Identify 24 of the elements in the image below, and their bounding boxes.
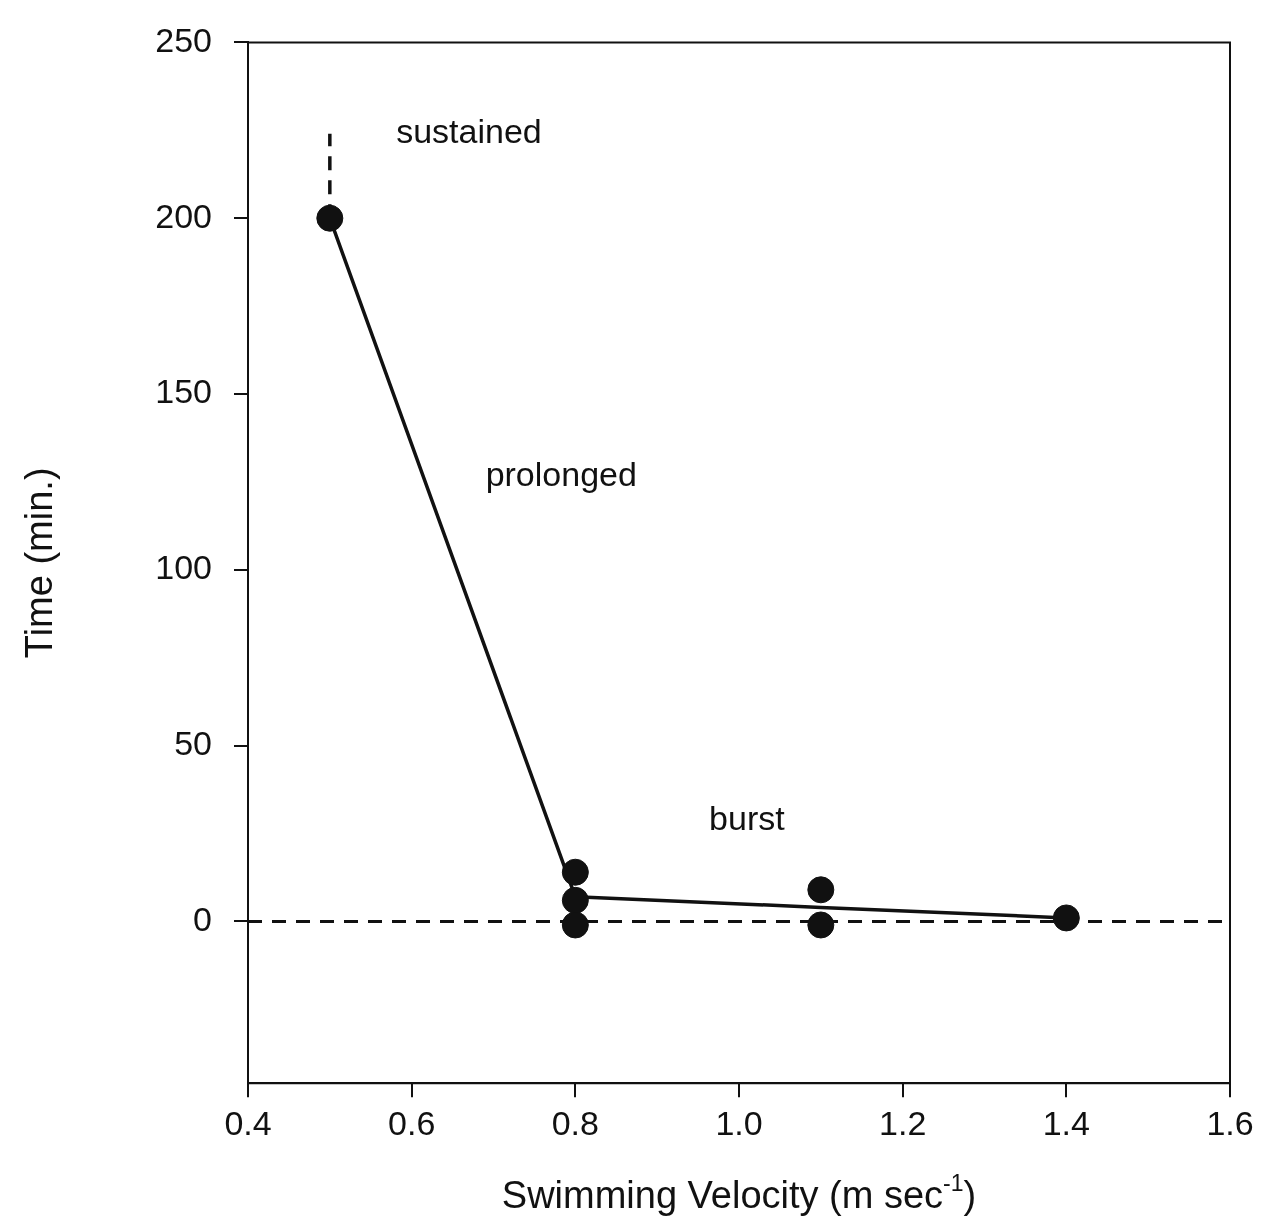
y-tick-label: 150 <box>155 372 212 411</box>
x-tick-label: 1.2 <box>879 1103 927 1142</box>
y-tick-label: 50 <box>174 724 212 763</box>
y-axis-title: Time (min.) <box>18 467 60 659</box>
x-tick-label: 1.4 <box>1042 1103 1090 1142</box>
point <box>561 858 589 886</box>
point <box>561 911 589 939</box>
annotation: burst <box>709 798 786 837</box>
y-tick-label: 0 <box>193 899 212 938</box>
point <box>807 911 835 939</box>
point <box>561 886 589 914</box>
x-tick-label: 1.0 <box>715 1103 763 1142</box>
point <box>807 876 835 904</box>
y-tick-label: 100 <box>155 548 212 587</box>
x-tick-label: 0.6 <box>388 1103 436 1142</box>
x-tick-label: 0.4 <box>224 1103 272 1142</box>
point <box>1052 904 1080 932</box>
y-tick-label: 200 <box>155 196 212 235</box>
point <box>316 204 344 232</box>
x-tick-label: 0.8 <box>551 1103 599 1142</box>
annotation: sustained <box>396 111 542 150</box>
x-tick-label: 1.6 <box>1206 1103 1254 1142</box>
annotation: prolonged <box>485 455 637 494</box>
y-tick-label: 250 <box>155 20 212 59</box>
